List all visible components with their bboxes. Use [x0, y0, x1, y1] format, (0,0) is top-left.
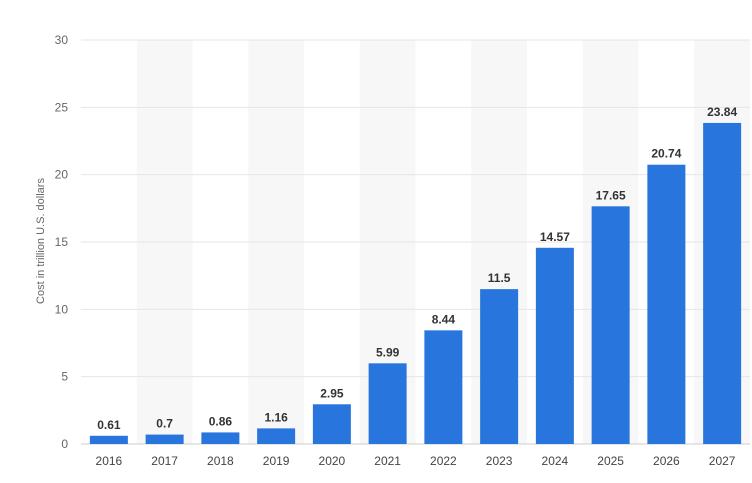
- data-labels: 0.61 0.7 0.86 1.16 2.95 5.99 8.44 11.5 14.57 17.6…: [97, 105, 737, 432]
- bar-2023: [480, 289, 519, 444]
- data-label-2025: 17.65: [596, 188, 626, 202]
- y-tick-label: 0: [61, 437, 68, 451]
- bar-2021: [368, 363, 407, 444]
- data-label-2021: 5.99: [376, 345, 400, 359]
- data-label-2016: 0.61: [97, 418, 121, 432]
- x-tick-label-2017: 2017: [151, 454, 178, 468]
- data-label-2023: 11.5: [488, 271, 511, 285]
- bars: [89, 122, 742, 445]
- x-tick-label-2026: 2026: [653, 454, 680, 468]
- x-tick-label-2022: 2022: [430, 454, 457, 468]
- x-tick-label-2019: 2019: [263, 454, 290, 468]
- y-tick-label: 10: [55, 302, 69, 316]
- bar-2025: [591, 206, 630, 444]
- y-tick-label: 25: [55, 100, 69, 114]
- data-label-2024: 14.57: [540, 230, 570, 244]
- bar-2027: [703, 122, 742, 445]
- bar-2017: [145, 434, 184, 444]
- bar-2026: [647, 164, 686, 444]
- x-tick-label-2021: 2021: [374, 454, 401, 468]
- data-label-2018: 0.86: [209, 414, 233, 428]
- bar-2016: [89, 435, 128, 444]
- bar-2024: [535, 247, 574, 444]
- data-label-2019: 1.16: [264, 410, 288, 424]
- x-tick-label-2025: 2025: [597, 454, 624, 468]
- bar-2020: [312, 404, 351, 444]
- data-label-2017: 0.7: [156, 417, 173, 431]
- x-tick-label-2018: 2018: [207, 454, 234, 468]
- y-tick-label: 15: [55, 235, 69, 249]
- y-tick-label: 5: [61, 370, 68, 384]
- bar-2019: [257, 428, 296, 444]
- data-label-2020: 2.95: [320, 386, 344, 400]
- y-tick-label: 30: [55, 33, 69, 47]
- x-tick-label-2016: 2016: [96, 454, 123, 468]
- x-tick-label-2024: 2024: [542, 454, 569, 468]
- gridlines: [81, 39, 750, 445]
- data-label-2022: 8.44: [432, 312, 456, 326]
- x-tick-label-2020: 2020: [319, 454, 346, 468]
- data-label-2027: 23.84: [707, 105, 737, 119]
- y-tick-label: 20: [55, 168, 69, 182]
- bar-2022: [424, 330, 463, 444]
- x-tick-label-2023: 2023: [486, 454, 513, 468]
- bar-2018: [201, 432, 240, 444]
- data-label-2026: 20.74: [651, 147, 681, 161]
- x-tick-label-2027: 2027: [709, 454, 736, 468]
- y-axis-title: Cost in trillion U.S. dollars: [35, 178, 47, 304]
